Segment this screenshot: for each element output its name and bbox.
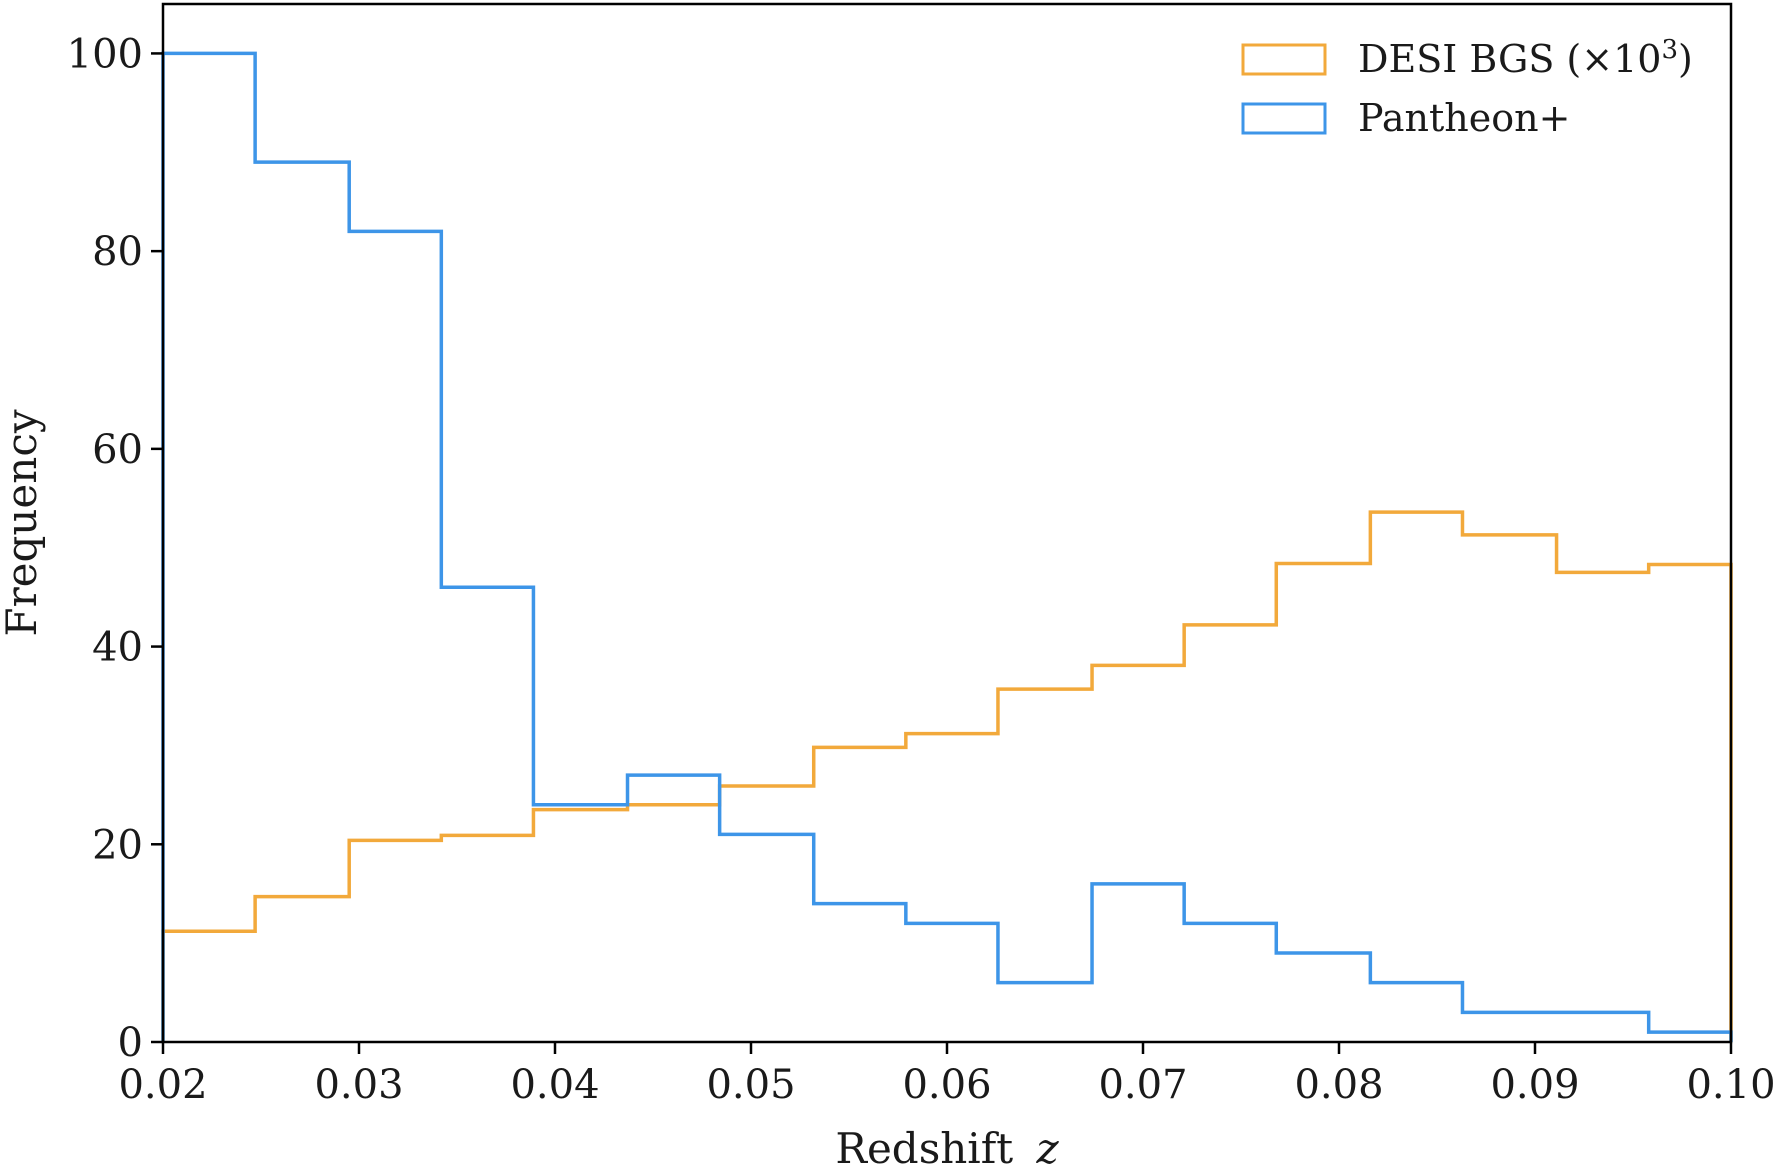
desi-bgs-bin xyxy=(1184,625,1276,1042)
x-axis-label: Redshift z xyxy=(835,1124,1059,1169)
pantheon-plus-bin xyxy=(1557,1012,1649,1042)
desi-bgs-bin xyxy=(1557,572,1649,1042)
desi-bgs-bin xyxy=(163,931,255,1042)
legend: DESI BGS (×103) Pantheon+ xyxy=(1241,35,1693,140)
legend-label-desi-bgs: DESI BGS (×103) xyxy=(1358,35,1693,81)
pantheon-plus-bin xyxy=(163,53,255,1042)
y-tick-label: 60 xyxy=(92,427,143,473)
x-tick-label: 0.09 xyxy=(1490,1062,1579,1108)
pantheon-plus-bin xyxy=(1092,884,1184,1042)
x-tick-label: 0.08 xyxy=(1294,1062,1383,1108)
axes-frame xyxy=(161,2,1733,1044)
x-tick-label: 0.05 xyxy=(706,1062,795,1108)
desi-bgs-bin xyxy=(1370,512,1462,1042)
desi-bgs-bin xyxy=(533,810,627,1042)
series-pantheon-plus-step xyxy=(161,51,1733,1042)
y-axis-ticks: 0 20 40 60 80 100 xyxy=(67,31,163,1066)
desi-bgs-bin xyxy=(720,786,814,1042)
pantheon-plus-bin xyxy=(628,775,720,1042)
pantheon-plus-bin xyxy=(1462,1012,1556,1042)
desi-bgs-bin xyxy=(628,805,720,1042)
pantheon-plus-bin xyxy=(1184,923,1276,1042)
x-tick-label: 0.07 xyxy=(1098,1062,1187,1108)
x-tick-label: 0.10 xyxy=(1686,1062,1773,1108)
x-axis-label-text: Redshift xyxy=(835,1124,1013,1169)
desi-bgs-bin xyxy=(1276,564,1370,1042)
desi-bgs-bin xyxy=(1092,665,1184,1042)
pantheon-plus-bin xyxy=(814,904,906,1042)
x-tick-label: 0.02 xyxy=(118,1062,207,1108)
desi-bgs-bin xyxy=(255,897,349,1042)
desi-bgs-bin xyxy=(349,840,441,1042)
y-tick-label: 40 xyxy=(92,625,143,671)
legend-swatch-pantheon-plus xyxy=(1241,102,1327,135)
x-axis-ticks: 0.02 0.03 0.04 0.05 0.06 0.07 0.08 0.09 0.10 xyxy=(118,1042,1773,1108)
pantheon-plus-bin xyxy=(998,983,1092,1042)
pantheon-plus-bin xyxy=(1276,953,1370,1042)
y-tick-label: 0 xyxy=(118,1020,143,1066)
desi-bgs-bin xyxy=(814,747,906,1042)
desi-bgs-bin xyxy=(998,689,1092,1042)
pantheon-plus-bin xyxy=(441,587,533,1042)
x-axis-label-variable: z xyxy=(1036,1124,1060,1169)
x-tick-label: 0.04 xyxy=(510,1062,599,1108)
desi-bgs-bin xyxy=(906,734,998,1042)
x-tick-label: 0.06 xyxy=(902,1062,991,1108)
y-axis-label: Frequency xyxy=(0,409,46,636)
series-layer xyxy=(161,51,1733,1042)
pantheon-plus-bin xyxy=(349,231,441,1042)
y-tick-label: 100 xyxy=(67,31,143,77)
legend-swatch-desi-bgs xyxy=(1241,43,1327,76)
pantheon-plus-bin xyxy=(533,805,627,1042)
desi-bgs-bin xyxy=(441,835,533,1042)
series-desi-bgs-step xyxy=(161,510,1733,1042)
legend-label-pantheon-plus: Pantheon+ xyxy=(1358,96,1570,140)
x-tick-label: 0.03 xyxy=(314,1062,403,1108)
y-tick-label: 80 xyxy=(92,229,143,275)
desi-bgs-bin xyxy=(1462,535,1556,1042)
pantheon-plus-bin xyxy=(255,162,349,1042)
y-tick-label: 20 xyxy=(92,822,143,868)
pantheon-plus-bin xyxy=(906,923,998,1042)
desi-bgs-bin xyxy=(1649,565,1731,1042)
pantheon-plus-bin xyxy=(1370,983,1462,1042)
pantheon-plus-bin xyxy=(720,834,814,1042)
